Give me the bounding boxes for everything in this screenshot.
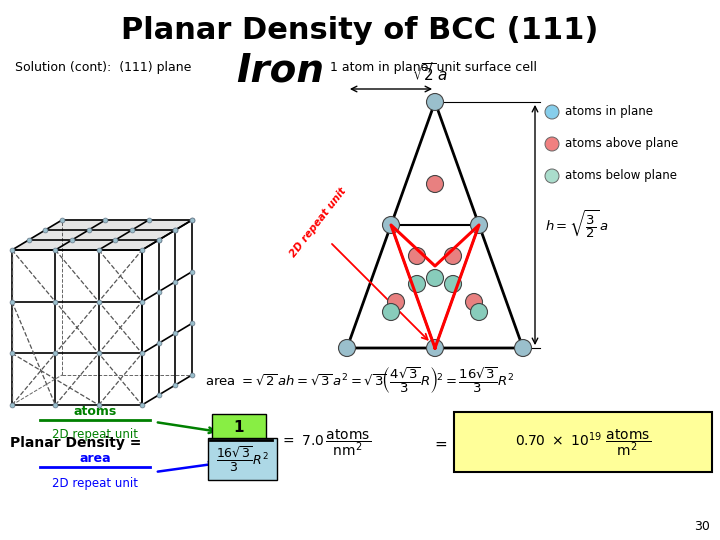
Circle shape: [387, 294, 405, 310]
Text: 2D repeat unit: 2D repeat unit: [52, 428, 138, 441]
Circle shape: [444, 275, 462, 293]
Circle shape: [408, 247, 426, 265]
Circle shape: [466, 294, 482, 310]
Text: 2D repeat unit: 2D repeat unit: [288, 185, 348, 259]
Text: area: area: [79, 452, 111, 465]
FancyBboxPatch shape: [212, 414, 266, 440]
Circle shape: [470, 217, 487, 233]
Circle shape: [338, 340, 356, 356]
Circle shape: [470, 303, 487, 321]
Text: atoms: atoms: [73, 405, 117, 418]
Text: $\dfrac{16\sqrt{3}}{3}R^2$: $\dfrac{16\sqrt{3}}{3}R^2$: [216, 444, 269, 474]
Circle shape: [426, 269, 444, 287]
Text: 30: 30: [694, 520, 710, 533]
Text: $\sqrt{2}\,a$: $\sqrt{2}\,a$: [412, 62, 448, 84]
Text: 1: 1: [234, 420, 244, 435]
Circle shape: [426, 93, 444, 111]
FancyBboxPatch shape: [208, 438, 277, 480]
Circle shape: [545, 137, 559, 151]
Text: 2D repeat unit: 2D repeat unit: [52, 477, 138, 490]
Text: $= \ 7.0\,\dfrac{\mathrm{atoms}}{\mathrm{nm}^2}$: $= \ 7.0\,\dfrac{\mathrm{atoms}}{\mathrm…: [280, 428, 371, 458]
Text: Planar Density of BCC (111): Planar Density of BCC (111): [121, 16, 599, 44]
Text: $h=\sqrt{\dfrac{3}{2}}\,a$: $h=\sqrt{\dfrac{3}{2}}\,a$: [545, 209, 609, 241]
Text: Planar Density =: Planar Density =: [10, 436, 141, 450]
Text: $=$: $=$: [432, 435, 448, 450]
Circle shape: [515, 340, 531, 356]
Text: Solution (cont):  (111) plane: Solution (cont): (111) plane: [15, 62, 192, 75]
Text: $0.70\ \times\ 10^{19}\ \dfrac{\mathrm{atoms}}{\mathrm{m}^2}$: $0.70\ \times\ 10^{19}\ \dfrac{\mathrm{a…: [515, 428, 651, 458]
Text: Iron: Iron: [236, 51, 324, 89]
Circle shape: [382, 303, 400, 321]
Text: atoms above plane: atoms above plane: [565, 138, 678, 151]
Circle shape: [382, 217, 400, 233]
Circle shape: [426, 340, 444, 356]
Circle shape: [545, 169, 559, 183]
Circle shape: [444, 247, 462, 265]
Circle shape: [408, 275, 426, 293]
Circle shape: [426, 176, 444, 192]
FancyBboxPatch shape: [454, 412, 712, 472]
Text: area $= \sqrt{2}\,ah = \sqrt{3}\,a^2 = \sqrt{3}\!\left(\dfrac{4\sqrt{3}}{3}R\rig: area $= \sqrt{2}\,ah = \sqrt{3}\,a^2 = \…: [205, 365, 515, 395]
Text: atoms below plane: atoms below plane: [565, 170, 677, 183]
Circle shape: [545, 105, 559, 119]
Polygon shape: [12, 220, 192, 250]
Text: atoms in plane: atoms in plane: [565, 105, 653, 118]
Text: 1 atom in plane/ unit surface cell: 1 atom in plane/ unit surface cell: [330, 62, 537, 75]
